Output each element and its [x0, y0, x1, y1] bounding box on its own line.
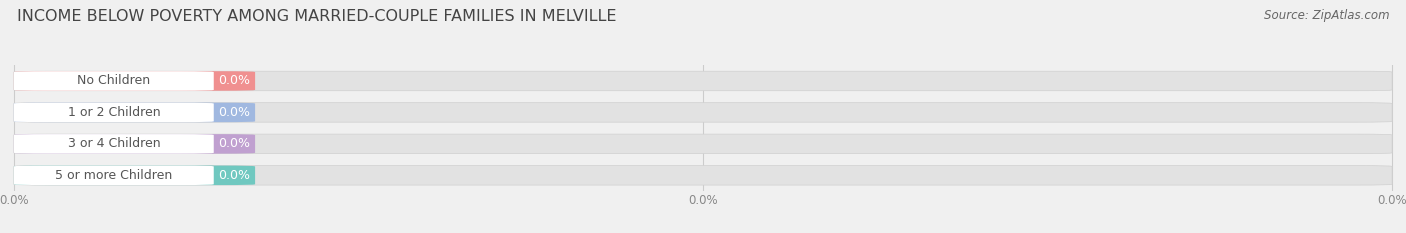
Text: 0.0%: 0.0% — [218, 137, 250, 150]
FancyBboxPatch shape — [14, 166, 1392, 185]
FancyBboxPatch shape — [14, 71, 214, 91]
FancyBboxPatch shape — [14, 134, 214, 154]
FancyBboxPatch shape — [14, 103, 214, 122]
FancyBboxPatch shape — [14, 71, 1392, 91]
Text: 0.0%: 0.0% — [218, 106, 250, 119]
Text: 3 or 4 Children: 3 or 4 Children — [67, 137, 160, 150]
FancyBboxPatch shape — [14, 71, 254, 91]
FancyBboxPatch shape — [14, 134, 254, 154]
Text: 0.0%: 0.0% — [218, 75, 250, 87]
Text: No Children: No Children — [77, 75, 150, 87]
FancyBboxPatch shape — [14, 103, 254, 122]
FancyBboxPatch shape — [14, 166, 214, 185]
FancyBboxPatch shape — [14, 103, 1392, 122]
FancyBboxPatch shape — [14, 134, 1392, 154]
Text: INCOME BELOW POVERTY AMONG MARRIED-COUPLE FAMILIES IN MELVILLE: INCOME BELOW POVERTY AMONG MARRIED-COUPL… — [17, 9, 616, 24]
Text: 0.0%: 0.0% — [218, 169, 250, 182]
FancyBboxPatch shape — [14, 166, 254, 185]
Text: Source: ZipAtlas.com: Source: ZipAtlas.com — [1264, 9, 1389, 22]
Text: 1 or 2 Children: 1 or 2 Children — [67, 106, 160, 119]
Text: 5 or more Children: 5 or more Children — [55, 169, 173, 182]
